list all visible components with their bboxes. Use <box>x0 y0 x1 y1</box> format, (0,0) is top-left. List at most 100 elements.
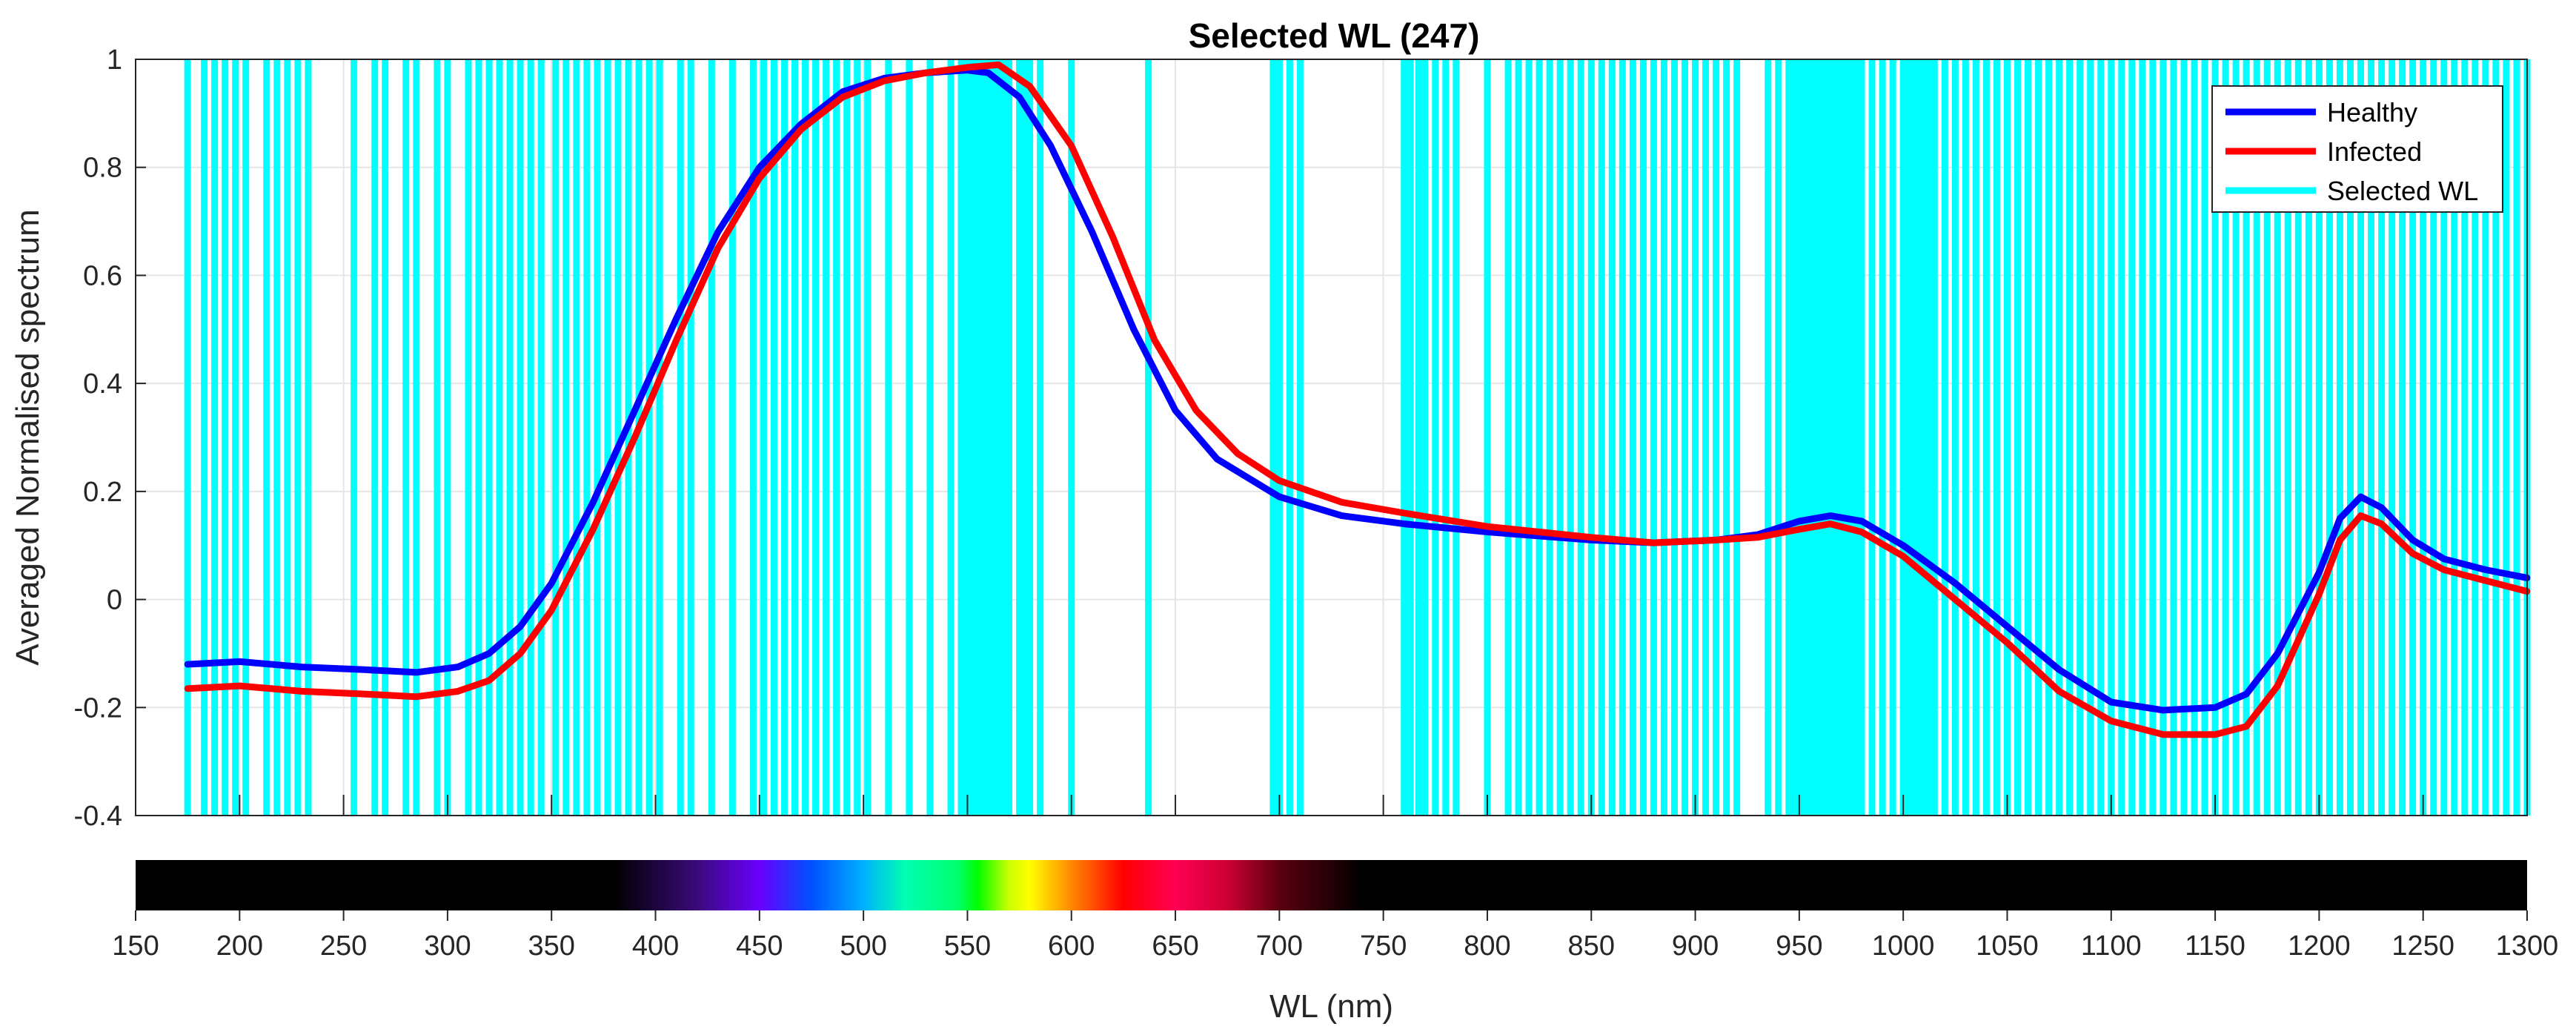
selected-wl-band <box>496 59 503 816</box>
x-tick-label: 350 <box>528 930 575 962</box>
legend-label: Selected WL <box>2327 176 2478 206</box>
selected-wl-band <box>583 59 591 816</box>
selected-wl-band <box>1833 59 1840 816</box>
selected-wl-band <box>885 59 892 816</box>
selected-wl-band <box>2222 59 2229 816</box>
selected-wl-band <box>1931 59 1938 816</box>
selected-wl-band <box>242 59 250 816</box>
selected-wl-band <box>2378 59 2386 816</box>
selected-wl-band <box>2284 59 2291 816</box>
selected-wl-band <box>677 59 684 816</box>
selected-wl-band <box>760 59 767 816</box>
x-axis-ticks: 150 200 250 300 350 400 450 500 550 600 650 700 750 8… <box>112 795 2558 962</box>
series-line-infected <box>184 61 2531 738</box>
selected-wl-band <box>2232 59 2240 816</box>
legend: Healthy Infected Selected WL <box>2211 85 2503 213</box>
selected-wl-band <box>517 59 524 816</box>
x-tick-label: 1300 <box>2496 930 2559 962</box>
selected-wl-band <box>1827 59 1834 816</box>
selected-wl-band <box>594 59 601 816</box>
selected-wl-band <box>2243 59 2250 816</box>
selected-wl-band <box>2014 59 2022 816</box>
selected-wl-band <box>1525 59 1533 816</box>
selected-wl-band <box>1982 59 1990 816</box>
x-tick-label: 650 <box>1152 930 1198 962</box>
selected-wl-band <box>573 59 580 816</box>
selected-wl-band <box>2461 59 2469 816</box>
selected-wl-band <box>506 59 514 816</box>
selected-wl-band <box>614 59 622 816</box>
selected-wl-band <box>552 59 560 816</box>
selected-wl-band <box>305 59 312 816</box>
series-lines <box>184 61 2531 738</box>
selected-wl-band <box>2274 59 2281 816</box>
selected-wl-band <box>1723 59 1730 816</box>
selected-wl-band <box>687 59 694 816</box>
x-tick-label: 250 <box>320 930 367 962</box>
x-tick-label: 300 <box>424 930 471 962</box>
selected-wl-band <box>1145 59 1152 816</box>
selected-wl-band <box>1837 59 1845 816</box>
selected-wl-band <box>2253 59 2260 816</box>
selected-wl-band <box>728 59 736 816</box>
selected-wl-band <box>1536 59 1543 816</box>
selected-wl-band <box>232 59 239 816</box>
selected-wl-band <box>1868 59 1876 816</box>
selected-wl-band <box>812 59 820 816</box>
selected-wl-band <box>1765 59 1772 816</box>
selected-wl-band <box>656 59 663 816</box>
selected-wl-band <box>1972 59 1979 816</box>
selected-wl-band <box>465 59 472 816</box>
selected-wl-band <box>2201 59 2208 816</box>
x-tick-label: 750 <box>1360 930 1407 962</box>
x-tick-label: 150 <box>112 930 159 962</box>
selected-wl-band <box>984 59 992 816</box>
selected-wl-band <box>402 59 410 816</box>
selected-wl-band <box>635 59 643 816</box>
selected-wl-band <box>2077 59 2084 816</box>
selected-wl-band <box>1785 59 1793 816</box>
selected-wl-band <box>1275 59 1283 816</box>
selected-wl-band <box>2503 59 2510 816</box>
selected-wl-band <box>989 59 996 816</box>
selected-wl-band <box>1401 59 1408 816</box>
selected-wl-band <box>906 59 913 816</box>
selected-wl-band <box>854 59 861 816</box>
selected-wl-band <box>947 59 955 816</box>
y-tick-label: 0.2 <box>83 477 122 508</box>
selected-wl-band <box>1619 59 1626 816</box>
selected-wl-band <box>791 59 799 816</box>
y-axis-ticks: -0.4 -0.2 0 0.2 0.4 0.6 0.8 1 <box>74 44 146 832</box>
selected-wl-band <box>1802 59 1809 816</box>
y-axis-title: Averaged Normalised spectrum <box>10 209 46 665</box>
x-tick-label: 1000 <box>1872 930 1935 962</box>
selected-wl-band <box>1504 59 1512 816</box>
selected-wl-band <box>1587 59 1595 816</box>
selected-wl-band <box>2305 59 2312 816</box>
selected-wl-band <box>645 59 653 816</box>
selected-wl-band <box>1796 59 1803 816</box>
selected-wl-band <box>562 59 570 816</box>
selected-wl-band <box>1812 59 1819 816</box>
selected-wl-band <box>2513 59 2520 816</box>
selected-wl-band <box>413 59 420 816</box>
selected-wl-band <box>1639 59 1647 816</box>
selected-wl-band <box>1567 59 1574 816</box>
plot-frame <box>135 59 2528 816</box>
selected-wl-band <box>963 59 971 816</box>
selected-wl-band <box>1453 59 1460 816</box>
x-tick-label: 700 <box>1256 930 1303 962</box>
x-tick-label: 800 <box>1464 930 1510 962</box>
x-axis-title: WL (nm) <box>1269 988 1393 1025</box>
selected-wl-band <box>273 59 281 816</box>
selected-wl-band <box>1843 59 1850 816</box>
selected-wl-band <box>1608 59 1616 816</box>
selected-wl-band <box>537 59 545 816</box>
selected-wl-band <box>1650 59 1657 816</box>
selected-wl-band <box>2440 59 2448 816</box>
selected-wl-band <box>2336 59 2343 816</box>
selected-wl-band <box>1806 59 1813 816</box>
selected-wl-band <box>475 59 482 816</box>
selected-wl-band <box>957 59 965 816</box>
selected-wl-band <box>201 59 208 816</box>
